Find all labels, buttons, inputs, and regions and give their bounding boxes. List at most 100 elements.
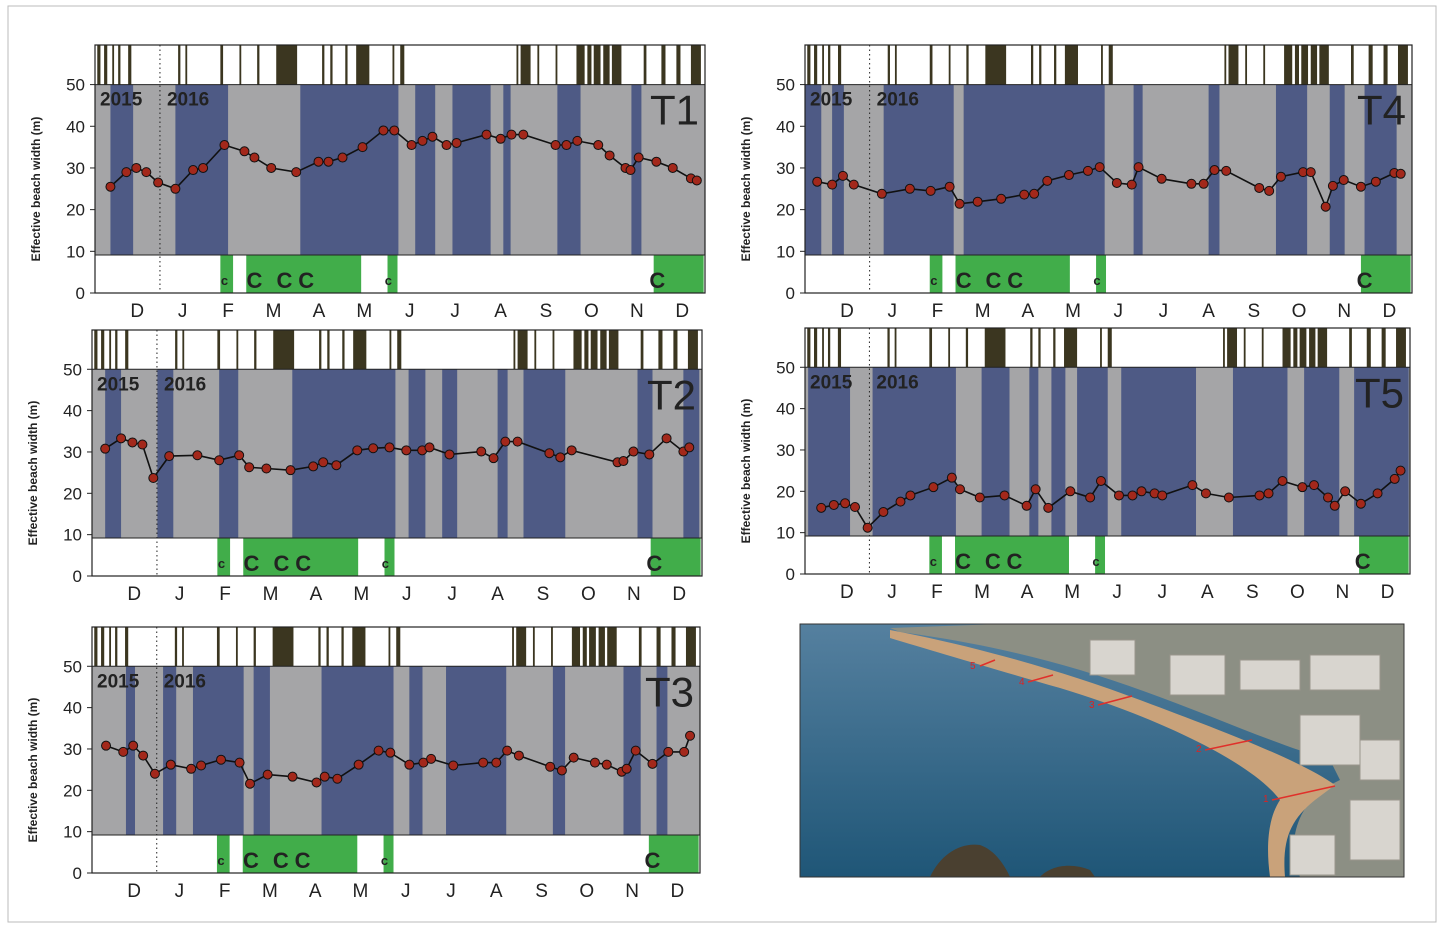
survey-point [186,763,197,774]
survey-point [406,140,417,151]
condition-band [1329,84,1345,255]
x-tick-label: N [627,584,641,605]
event-bar [658,330,663,370]
survey-point [105,181,116,192]
survey-point [137,439,148,450]
event-bar [94,330,98,370]
closure-marker: C [243,848,259,873]
survey-point [691,175,702,186]
closure-marker: C [1007,549,1023,574]
closure-bar [653,255,704,293]
closure-marker: c [385,273,392,288]
survey-point [604,150,615,161]
survey-point [1209,165,1220,176]
survey-point [972,196,983,207]
x-tick-label: O [579,881,594,902]
y-tick-label: 30 [63,443,82,462]
condition-band [832,84,844,255]
event-bar [235,627,238,667]
event-bar [687,330,698,370]
event-bar [112,45,115,85]
y-tick-label: 10 [63,823,82,842]
survey-point [502,745,513,756]
survey-point [954,198,965,209]
survey-point [1042,175,1053,186]
survey-point [850,502,861,513]
closure-marker: c [382,556,389,571]
event-bar [1039,45,1042,85]
panel-title: T4 [1357,87,1406,134]
survey-point [633,152,644,163]
y-tick-label: 30 [63,740,82,759]
condition-band [1077,367,1108,536]
event-bar [1030,45,1034,85]
survey-point [451,137,462,148]
closure-bar [648,835,699,873]
y-tick-label: 20 [776,201,795,220]
event-bar [673,330,678,370]
event-bar [318,627,321,667]
survey-point [1186,178,1197,189]
survey-point [401,445,412,456]
y-tick-label: 20 [63,484,82,503]
survey-point [1198,178,1209,189]
x-tick-label: M [262,881,278,902]
event-bar [1100,328,1102,368]
x-tick-label: M [266,301,282,322]
survey-point [1263,488,1274,499]
closure-marker: c [381,853,388,868]
event-bar [1294,45,1300,85]
condition-band [503,84,511,255]
event-bar [1383,45,1388,85]
survey-point [1254,182,1265,193]
survey-point [1355,498,1366,509]
year-label: 2016 [877,90,919,111]
x-tick-label: M [263,584,279,605]
survey-point [876,188,887,199]
event-bar [1282,328,1291,368]
x-tick-label: J [887,301,897,322]
panel-title: T5 [1355,369,1404,416]
survey-point [1200,488,1211,499]
x-tick-label: J [446,881,456,902]
y-axis-label: Effective beach width (m) [26,698,40,843]
closure-marker: c [1092,554,1099,569]
event-bar [517,330,528,370]
event-bar [1053,328,1056,368]
survey-point [131,162,142,173]
survey-point [170,183,181,194]
x-tick-label: M [353,584,369,605]
survey-point [895,496,906,507]
survey-point [427,131,438,142]
closure-bar [929,536,942,574]
transect-label: 3 [1089,700,1095,711]
survey-point [1395,168,1406,179]
x-tick-label: O [1292,301,1307,322]
event-bar [807,45,811,85]
survey-point [196,760,207,771]
frame [7,5,1437,923]
survey-point [121,167,132,178]
survey-point [404,759,415,770]
event-bar [388,627,391,667]
event-bar [217,330,221,370]
event-bar [1301,45,1309,85]
closure-marker: C [1355,549,1371,574]
survey-point [1126,179,1137,190]
y-tick-label: 0 [786,565,795,584]
event-bar [397,330,402,370]
survey-point [319,771,330,782]
x-tick-label: A [490,881,503,902]
event-bar [1350,45,1354,85]
x-tick-label: D [672,584,686,605]
x-tick-label: A [1201,582,1214,603]
event-bar [1366,328,1371,368]
event-bar [587,45,592,85]
x-tick-label: S [1246,582,1259,603]
condition-band [631,84,642,255]
survey-point [476,446,487,457]
closure-marker: C [649,268,665,293]
survey-point [561,140,572,151]
